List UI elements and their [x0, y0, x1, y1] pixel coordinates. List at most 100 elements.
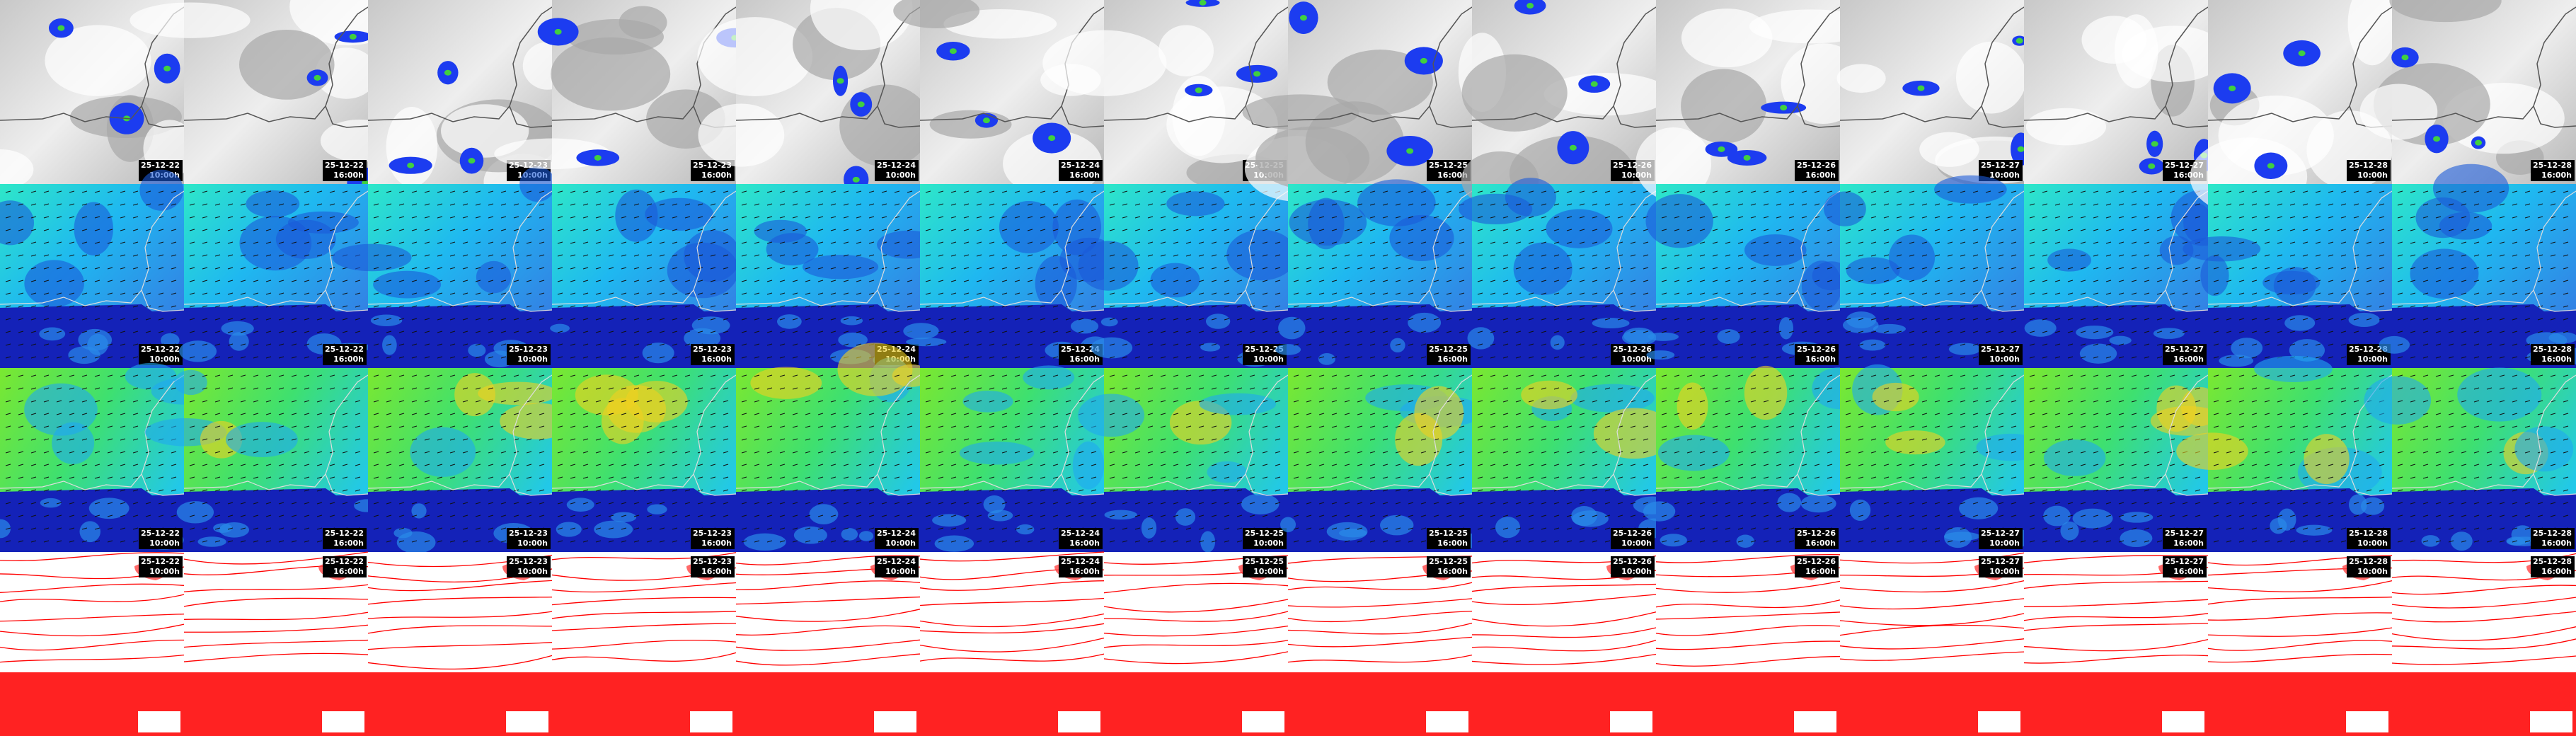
wind-arrow	[120, 267, 126, 270]
wind-arrow	[817, 514, 824, 517]
wind-arrow	[697, 280, 703, 282]
wind-arrow	[557, 292, 563, 295]
wind-arrow	[1249, 190, 1255, 193]
wind-arrow	[963, 540, 970, 543]
wind-arrow	[684, 527, 691, 530]
wind-arrow	[278, 356, 284, 359]
wind-arrow	[1224, 203, 1230, 206]
wind-field	[802, 255, 879, 280]
wind-arrow	[817, 190, 824, 193]
wind-arrow	[373, 476, 379, 479]
wind-arrow	[488, 502, 494, 505]
wind-arrow	[925, 280, 931, 282]
wind-arrow	[1211, 267, 1217, 270]
wind-arrow	[43, 464, 50, 466]
wind-arrow	[5, 425, 11, 428]
wind-arrow	[710, 305, 716, 308]
wind-arrow	[30, 425, 37, 428]
wind-arrow	[1027, 464, 1033, 466]
wind-arrow	[1262, 241, 1268, 244]
wind-arrow	[1236, 318, 1243, 321]
land-wind	[1070, 318, 1099, 334]
wind-arrow	[1091, 476, 1097, 479]
wind-arrow	[43, 425, 50, 428]
wind-arrow	[741, 280, 747, 282]
wind-arrow	[659, 451, 665, 454]
wind-arrow	[779, 267, 786, 270]
wind-arrow	[710, 374, 716, 377]
wind-arrow	[938, 413, 944, 415]
wind-field	[1846, 257, 1900, 284]
wind-arrow	[925, 451, 931, 454]
wind-field	[174, 369, 207, 396]
wind-arrow	[5, 330, 11, 333]
wind-arrow	[963, 216, 970, 219]
wind-arrow	[120, 425, 126, 428]
wind-arrow	[989, 400, 995, 403]
date-label: 25-12-23	[693, 529, 732, 538]
wind-arrow	[411, 425, 418, 428]
wind-arrow	[56, 229, 62, 231]
wind-arrow	[316, 527, 323, 530]
wind-arrow	[316, 425, 323, 428]
wind-arrow	[684, 438, 691, 441]
wind-arrow	[291, 229, 297, 231]
wind-arrow	[792, 476, 798, 479]
wind-field	[1645, 194, 1713, 248]
wind-arrow	[868, 514, 875, 517]
wind-arrow	[779, 216, 786, 219]
wind-arrow	[227, 489, 234, 492]
wind-arrow	[557, 267, 563, 270]
wind-arrow	[316, 451, 323, 454]
land-wind	[1800, 494, 1836, 513]
wind-arrow	[570, 241, 576, 244]
wind-arrow	[1014, 476, 1020, 479]
isobar	[367, 642, 553, 650]
wind-arrow	[950, 502, 957, 505]
wind-arrow	[462, 267, 468, 270]
wind-arrow	[963, 267, 970, 270]
wind-arrow	[1262, 476, 1268, 479]
wind-arrow	[1078, 400, 1084, 403]
wind-arrow	[646, 400, 652, 403]
wind-arrow	[107, 241, 113, 244]
wind-arrow	[107, 216, 113, 219]
wind-arrow	[856, 254, 862, 257]
wind-arrow	[557, 476, 563, 479]
wind-arrow	[316, 438, 323, 441]
wind-arrow	[132, 489, 139, 492]
wind-arrow	[145, 280, 151, 282]
wind-arrow	[817, 216, 824, 219]
wind-arrow	[56, 280, 62, 282]
wind-arrow	[424, 413, 430, 415]
wind-arrow	[43, 280, 50, 282]
wind-arrow	[659, 540, 665, 543]
wind-arrow	[462, 413, 468, 415]
wind-arrow	[672, 527, 678, 530]
wind-arrow	[963, 330, 970, 333]
wind-arrow	[1275, 489, 1281, 492]
wind-arrow	[1173, 451, 1179, 454]
wind-arrow	[158, 387, 164, 390]
wind-arrow	[526, 229, 532, 231]
wind-arrow	[342, 229, 348, 231]
wind-arrow	[1224, 280, 1230, 282]
wind-arrow	[240, 203, 246, 206]
wind-arrow	[1160, 387, 1166, 390]
wind-arrow	[830, 413, 836, 415]
precipitation-core	[314, 74, 321, 81]
land-wind	[88, 498, 130, 519]
wind-arrow	[1224, 356, 1230, 359]
wind-arrow	[741, 318, 747, 321]
wind-arrow	[856, 330, 862, 333]
wind-arrow	[805, 400, 811, 403]
wind-arrow	[570, 489, 576, 492]
wind-arrow	[355, 305, 361, 308]
wind-arrow	[754, 438, 760, 441]
wind-arrow	[608, 476, 614, 479]
wind-arrow	[938, 489, 944, 492]
wind-arrow	[894, 318, 900, 321]
wind-arrow	[69, 413, 75, 415]
wind-arrow	[868, 400, 875, 403]
wind-arrow	[646, 476, 652, 479]
